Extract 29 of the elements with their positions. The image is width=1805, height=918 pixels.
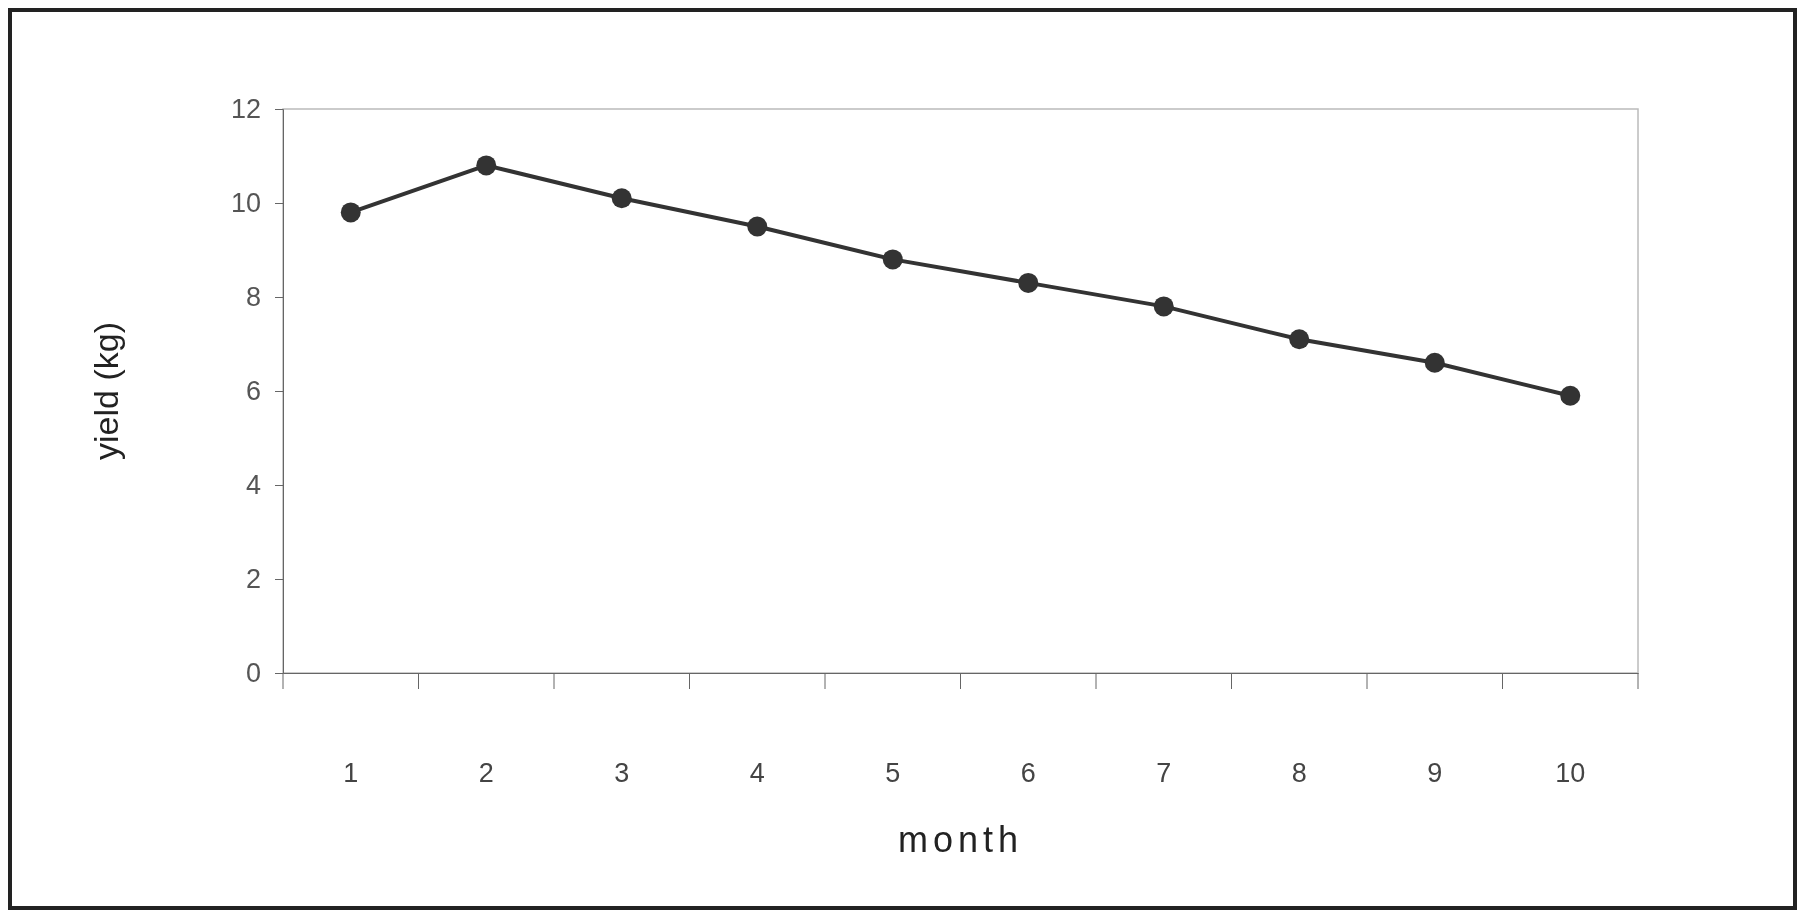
x-tick-label: 2 — [478, 758, 494, 789]
y-tick-label: 0 — [245, 658, 261, 689]
point — [611, 188, 632, 209]
x-tick-label: 3 — [614, 758, 630, 789]
y-tick-label: 2 — [245, 564, 261, 595]
x-tick-label: 1 — [343, 758, 359, 789]
y-tick-label: 6 — [245, 376, 261, 407]
y-tick-label: 4 — [245, 470, 261, 501]
point — [476, 155, 497, 176]
point — [1560, 385, 1581, 406]
x-tick-label: 10 — [1555, 758, 1586, 789]
point — [1153, 296, 1174, 317]
x-tick-label: 4 — [749, 758, 765, 789]
y-tick-label: 12 — [230, 94, 261, 125]
x-tick-label: 5 — [885, 758, 901, 789]
point — [1289, 329, 1310, 350]
point — [1424, 352, 1445, 373]
x-tick-label: 9 — [1427, 758, 1443, 789]
point — [882, 249, 903, 270]
x-tick-label: 7 — [1156, 758, 1172, 789]
x-tick-label: 8 — [1291, 758, 1307, 789]
point — [747, 216, 768, 237]
point — [1018, 272, 1039, 293]
x-tick-label: 6 — [1020, 758, 1036, 789]
y-axis-title: yield (kg) — [87, 322, 125, 460]
y-tick-label: 10 — [230, 188, 261, 219]
point — [340, 202, 361, 223]
y-tick-label: 8 — [245, 282, 261, 313]
x-axis-title: month — [897, 819, 1024, 860]
